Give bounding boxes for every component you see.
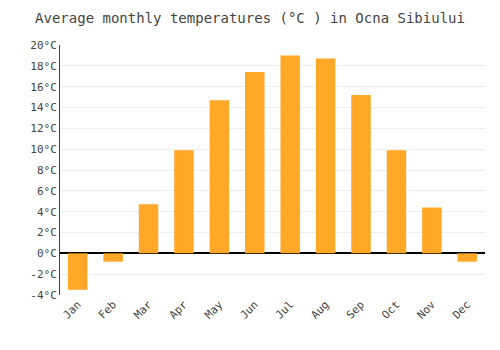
svg-text:0°C: 0°C	[37, 247, 57, 260]
svg-text:Average monthly temperatures (: Average monthly temperatures (°C ) in Oc…	[35, 10, 465, 26]
svg-text:Jun: Jun	[238, 298, 261, 321]
svg-text:Apr: Apr	[167, 298, 191, 322]
svg-text:Dec: Dec	[450, 298, 473, 321]
svg-text:4°C: 4°C	[37, 206, 57, 219]
svg-text:Jul: Jul	[273, 298, 296, 321]
svg-text:Jan: Jan	[60, 298, 83, 321]
svg-text:10°C: 10°C	[30, 143, 57, 156]
svg-text:May: May	[202, 298, 226, 322]
svg-text:14°C: 14°C	[30, 101, 57, 114]
svg-text:Aug: Aug	[308, 298, 331, 321]
svg-text:20°C: 20°C	[30, 39, 57, 52]
svg-text:2°C: 2°C	[37, 226, 57, 239]
svg-text:Feb: Feb	[96, 298, 119, 321]
svg-text:-4°C: -4°C	[30, 289, 57, 302]
svg-text:Nov: Nov	[415, 298, 439, 322]
svg-text:8°C: 8°C	[37, 164, 57, 177]
svg-text:Oct: Oct	[379, 298, 402, 321]
svg-text:12°C: 12°C	[30, 122, 57, 135]
svg-text:-2°C: -2°C	[30, 268, 57, 281]
svg-text:6°C: 6°C	[37, 185, 57, 198]
svg-text:Mar: Mar	[131, 298, 155, 322]
svg-text:16°C: 16°C	[30, 81, 57, 94]
svg-text:18°C: 18°C	[30, 60, 57, 73]
svg-text:Sep: Sep	[344, 298, 367, 321]
